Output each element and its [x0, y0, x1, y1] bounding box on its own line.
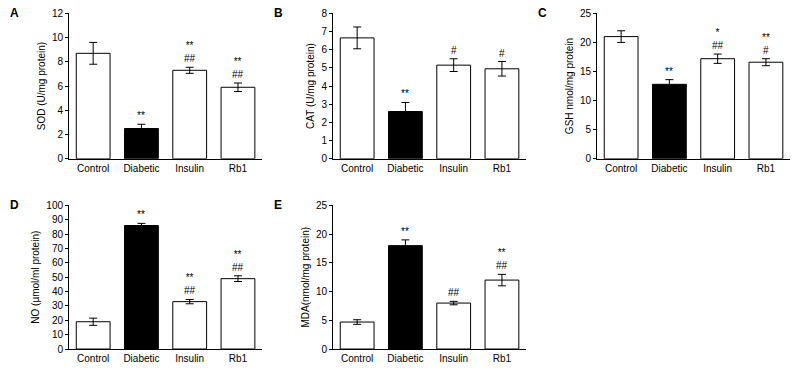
- svg-text:3: 3: [321, 99, 327, 110]
- svg-text:0: 0: [585, 153, 591, 164]
- svg-text:2: 2: [321, 117, 327, 128]
- svg-text:MDA(nmol/mg protein): MDA(nmol/mg protein): [300, 227, 311, 328]
- svg-text:Diabetic: Diabetic: [387, 353, 423, 364]
- svg-text:**##: **##: [496, 247, 508, 271]
- svg-text:**: **: [137, 110, 145, 121]
- svg-text:Insulin: Insulin: [439, 353, 468, 364]
- svg-text:0: 0: [57, 153, 63, 164]
- svg-text:**: **: [137, 209, 145, 220]
- svg-text:Control: Control: [77, 353, 109, 364]
- svg-text:A: A: [10, 6, 19, 20]
- svg-text:60: 60: [52, 257, 64, 268]
- svg-text:Rb1: Rb1: [757, 163, 776, 174]
- svg-text:Control: Control: [341, 163, 373, 174]
- svg-text:5: 5: [321, 315, 327, 326]
- svg-text:25: 25: [580, 8, 592, 19]
- svg-text:12: 12: [52, 8, 64, 19]
- svg-text:C: C: [538, 6, 547, 20]
- svg-text:**##: **##: [232, 249, 244, 273]
- svg-text:**: **: [401, 226, 409, 237]
- svg-text:15: 15: [580, 66, 592, 77]
- svg-text:Insulin: Insulin: [703, 163, 732, 174]
- svg-text:Control: Control: [605, 163, 637, 174]
- svg-text:Control: Control: [341, 353, 373, 364]
- svg-text:50: 50: [52, 272, 64, 283]
- svg-text:Rb1: Rb1: [229, 353, 248, 364]
- svg-text:6: 6: [57, 81, 63, 92]
- svg-text:15: 15: [316, 257, 328, 268]
- svg-text:10: 10: [316, 286, 328, 297]
- svg-text:Insulin: Insulin: [175, 353, 204, 364]
- svg-text:Control: Control: [77, 163, 109, 174]
- svg-text:Insulin: Insulin: [175, 163, 204, 174]
- svg-text:Rb1: Rb1: [229, 163, 248, 174]
- svg-text:GSH nmol/mg protein: GSH nmol/mg protein: [564, 38, 575, 134]
- svg-text:**#: **#: [762, 32, 770, 56]
- svg-text:20: 20: [52, 315, 64, 326]
- svg-text:4: 4: [321, 81, 327, 92]
- svg-text:10: 10: [52, 32, 64, 43]
- svg-text:6: 6: [321, 44, 327, 55]
- svg-text:8: 8: [321, 8, 327, 19]
- svg-text:Rb1: Rb1: [493, 353, 512, 364]
- svg-text:5: 5: [321, 62, 327, 73]
- svg-text:25: 25: [316, 200, 328, 211]
- svg-text:SOD (U/mg protein): SOD (U/mg protein): [36, 42, 47, 130]
- svg-text:##: ##: [448, 287, 460, 298]
- svg-text:Rb1: Rb1: [493, 163, 512, 174]
- svg-text:8: 8: [57, 56, 63, 67]
- svg-text:0: 0: [321, 344, 327, 355]
- svg-text:10: 10: [580, 95, 592, 106]
- svg-text:Diabetic: Diabetic: [387, 163, 423, 174]
- svg-text:Diabetic: Diabetic: [123, 163, 159, 174]
- svg-text:CAT (U/mg protein): CAT (U/mg protein): [305, 43, 316, 129]
- svg-text:90: 90: [52, 214, 64, 225]
- svg-text:5: 5: [585, 124, 591, 135]
- svg-text:Insulin: Insulin: [439, 163, 468, 174]
- svg-text:20: 20: [316, 229, 328, 240]
- svg-text:**: **: [665, 66, 673, 77]
- svg-text:30: 30: [52, 300, 64, 311]
- svg-text:0: 0: [57, 344, 63, 355]
- svg-text:7: 7: [321, 26, 327, 37]
- svg-text:2: 2: [57, 129, 63, 140]
- svg-text:Diabetic: Diabetic: [651, 163, 687, 174]
- svg-text:80: 80: [52, 229, 64, 240]
- svg-text:**##: **##: [232, 56, 244, 80]
- svg-text:40: 40: [52, 286, 64, 297]
- svg-text:100: 100: [46, 200, 63, 211]
- svg-text:**##: **##: [184, 40, 196, 64]
- svg-text:#: #: [451, 45, 457, 56]
- svg-text:10: 10: [52, 329, 64, 340]
- svg-text:NO (µmol/ml protein): NO (µmol/ml protein): [30, 231, 41, 324]
- svg-text:Diabetic: Diabetic: [123, 353, 159, 364]
- svg-text:**: **: [401, 88, 409, 99]
- svg-text:D: D: [10, 198, 19, 212]
- svg-text:*##: *##: [712, 27, 724, 51]
- svg-text:0: 0: [321, 153, 327, 164]
- svg-text:**##: **##: [184, 272, 196, 296]
- svg-text:B: B: [274, 6, 283, 20]
- svg-text:4: 4: [57, 105, 63, 116]
- svg-text:1: 1: [321, 135, 327, 146]
- svg-text:70: 70: [52, 243, 64, 254]
- svg-text:#: #: [499, 48, 505, 59]
- svg-text:20: 20: [580, 37, 592, 48]
- svg-text:E: E: [274, 198, 282, 212]
